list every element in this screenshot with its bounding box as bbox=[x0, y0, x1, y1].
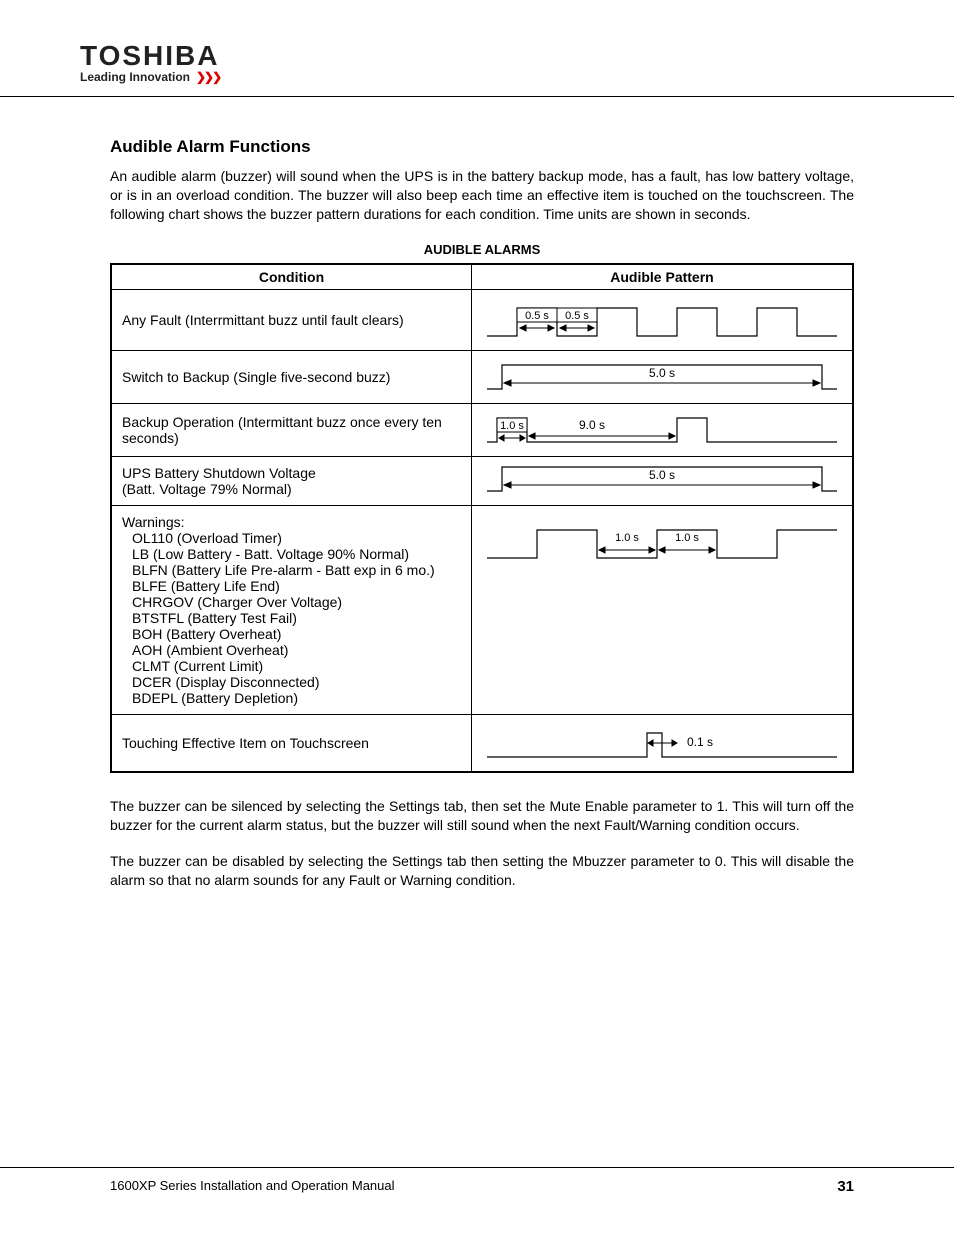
condition-line: (Batt. Voltage 79% Normal) bbox=[122, 481, 461, 497]
waveform-diagram: 1.0 s 1.0 s bbox=[482, 520, 842, 564]
warnings-list: OL110 (Overload Timer) LB (Low Battery -… bbox=[122, 530, 461, 706]
warning-item: BTSTFL (Battery Test Fail) bbox=[132, 610, 461, 626]
page-number: 31 bbox=[837, 1178, 854, 1195]
warning-item: BLFE (Battery Life End) bbox=[132, 578, 461, 594]
pattern-cell: 5.0 s bbox=[472, 456, 854, 505]
table-row: Backup Operation (Intermittant buzz once… bbox=[111, 403, 853, 456]
pattern-cell: 1.0 s 9.0 s bbox=[472, 403, 854, 456]
pattern-cell: 0.1 s bbox=[472, 714, 854, 772]
alarm-table: Condition Audible Pattern Any Fault (Int… bbox=[110, 263, 854, 773]
pattern-cell: 5.0 s bbox=[472, 350, 854, 403]
waveform-diagram: 5.0 s bbox=[482, 461, 842, 497]
warning-item: BOH (Battery Overheat) bbox=[132, 626, 461, 642]
waveform-diagram: 5.0 s bbox=[482, 359, 842, 395]
section-title: Audible Alarm Functions bbox=[110, 137, 854, 157]
waveform-diagram: 1.0 s 9.0 s bbox=[482, 412, 842, 448]
waveform-diagram: 0.1 s bbox=[482, 723, 842, 763]
pattern-label: 1.0 s bbox=[500, 420, 524, 432]
condition-cell: UPS Battery Shutdown Voltage (Batt. Volt… bbox=[111, 456, 472, 505]
table-row: UPS Battery Shutdown Voltage (Batt. Volt… bbox=[111, 456, 853, 505]
pattern-label: 0.5 s bbox=[565, 310, 589, 322]
warnings-title: Warnings: bbox=[122, 514, 461, 530]
warning-item: AOH (Ambient Overheat) bbox=[132, 642, 461, 658]
table-row: Switch to Backup (Single five-second buz… bbox=[111, 350, 853, 403]
header-pattern: Audible Pattern bbox=[472, 264, 854, 290]
warning-item: OL110 (Overload Timer) bbox=[132, 530, 461, 546]
pattern-label: 1.0 s bbox=[615, 532, 639, 544]
header-logo-block: TOSHIBA Leading Innovation ❯❯❯ bbox=[0, 40, 954, 92]
table-caption: AUDIBLE ALARMS bbox=[110, 242, 854, 257]
header-condition: Condition bbox=[111, 264, 472, 290]
content-area: Audible Alarm Functions An audible alarm… bbox=[0, 97, 954, 890]
tagline-row: Leading Innovation ❯❯❯ bbox=[80, 70, 954, 84]
footer-text: 1600XP Series Installation and Operation… bbox=[110, 1178, 395, 1195]
page-footer: 1600XP Series Installation and Operation… bbox=[0, 1167, 954, 1195]
footer-row: 1600XP Series Installation and Operation… bbox=[0, 1178, 954, 1195]
tagline-text: Leading Innovation bbox=[80, 70, 190, 84]
pattern-label: 9.0 s bbox=[579, 418, 605, 432]
pattern-label: 0.5 s bbox=[525, 310, 549, 322]
bottom-rule bbox=[0, 1167, 954, 1168]
paragraph-3: The buzzer can be disabled by selecting … bbox=[110, 852, 854, 890]
pattern-cell: 0.5 s 0.5 s bbox=[472, 289, 854, 350]
table-row: Warnings: OL110 (Overload Timer) LB (Low… bbox=[111, 505, 853, 714]
pattern-label: 0.1 s bbox=[687, 735, 713, 749]
waveform-diagram: 0.5 s 0.5 s bbox=[482, 298, 842, 342]
warning-item: DCER (Display Disconnected) bbox=[132, 674, 461, 690]
condition-cell: Backup Operation (Intermittant buzz once… bbox=[111, 403, 472, 456]
brand-name: TOSHIBA bbox=[80, 40, 954, 72]
warning-item: CHRGOV (Charger Over Voltage) bbox=[132, 594, 461, 610]
condition-cell: Switch to Backup (Single five-second buz… bbox=[111, 350, 472, 403]
page-container: TOSHIBA Leading Innovation ❯❯❯ Audible A… bbox=[0, 0, 954, 1235]
condition-cell: Warnings: OL110 (Overload Timer) LB (Low… bbox=[111, 505, 472, 714]
pattern-label: 1.0 s bbox=[675, 532, 699, 544]
chevrons-icon: ❯❯❯ bbox=[196, 70, 220, 84]
pattern-label: 5.0 s bbox=[649, 366, 675, 380]
condition-line: UPS Battery Shutdown Voltage bbox=[122, 465, 461, 481]
table-row: Touching Effective Item on Touchscreen 0… bbox=[111, 714, 853, 772]
condition-cell: Touching Effective Item on Touchscreen bbox=[111, 714, 472, 772]
warning-item: CLMT (Current Limit) bbox=[132, 658, 461, 674]
pattern-cell: 1.0 s 1.0 s bbox=[472, 505, 854, 714]
warning-item: BLFN (Battery Life Pre-alarm - Batt exp … bbox=[132, 562, 461, 578]
condition-cell: Any Fault (Interrmittant buzz until faul… bbox=[111, 289, 472, 350]
table-row: Any Fault (Interrmittant buzz until faul… bbox=[111, 289, 853, 350]
table-header-row: Condition Audible Pattern bbox=[111, 264, 853, 290]
warning-item: LB (Low Battery - Batt. Voltage 90% Norm… bbox=[132, 546, 461, 562]
intro-paragraph: An audible alarm (buzzer) will sound whe… bbox=[110, 167, 854, 224]
pattern-label: 5.0 s bbox=[649, 468, 675, 482]
warning-item: BDEPL (Battery Depletion) bbox=[132, 690, 461, 706]
paragraph-2: The buzzer can be silenced by selecting … bbox=[110, 797, 854, 835]
